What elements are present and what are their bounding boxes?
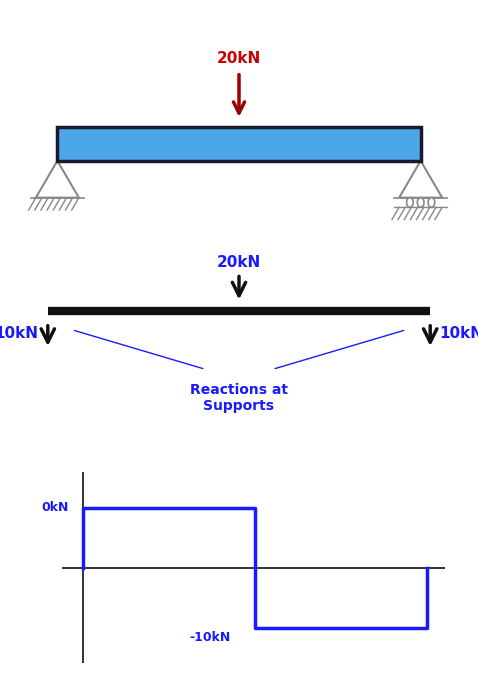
Text: Reactions at
Supports: Reactions at Supports: [190, 383, 288, 413]
Text: -10kN: -10kN: [190, 631, 231, 644]
Circle shape: [406, 198, 413, 207]
Text: 20kN: 20kN: [217, 51, 261, 66]
Bar: [57, 127, 421, 161]
Text: 20kN: 20kN: [217, 255, 261, 270]
Circle shape: [428, 198, 435, 207]
Polygon shape: [36, 161, 79, 198]
Text: 10kN: 10kN: [440, 326, 478, 341]
Text: 10kN: 10kN: [0, 326, 38, 341]
Circle shape: [417, 198, 424, 207]
Text: 0kN: 0kN: [42, 501, 69, 514]
Polygon shape: [399, 161, 442, 198]
